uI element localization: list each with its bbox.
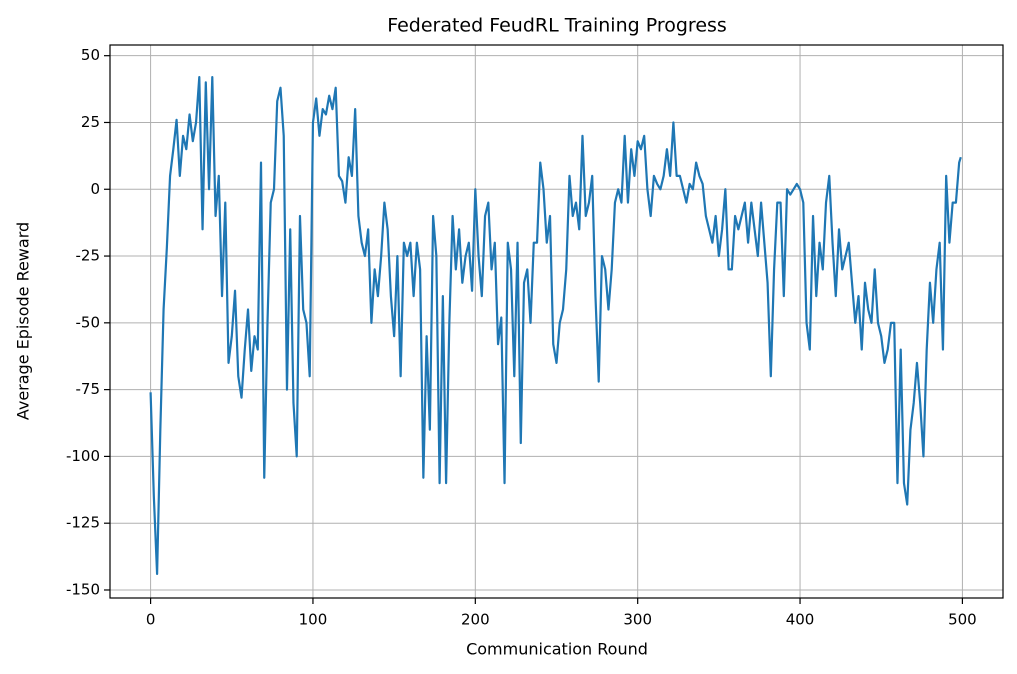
- y-tick-label: -50: [76, 313, 101, 331]
- axes-frame: [109, 44, 1004, 599]
- x-tick-label: 500: [948, 611, 977, 629]
- y-tick-label: -150: [66, 580, 100, 598]
- y-tick-label: 0: [90, 180, 100, 198]
- x-tick-label: 100: [299, 611, 328, 629]
- y-tick-label: -100: [66, 447, 100, 465]
- y-tick-label: -125: [66, 514, 100, 532]
- y-axis-label: Average Episode Reward: [14, 222, 33, 420]
- x-tick-label: 400: [786, 611, 815, 629]
- x-tick-label: 200: [461, 611, 490, 629]
- x-axis-label: Communication Round: [466, 640, 648, 659]
- ticks: 0 100 200 300 400 500 -150 -125 -100 -75 -50 -25 0 25…: [66, 46, 977, 628]
- y-tick-label: -25: [76, 247, 101, 265]
- x-tick-label: 300: [623, 611, 652, 629]
- grid: [110, 45, 1003, 598]
- chart-title: Federated FeudRL Training Progress: [387, 15, 727, 37]
- data-line: [149, 75, 962, 576]
- y-tick-label: 50: [81, 46, 100, 64]
- x-tick-label: 0: [146, 611, 156, 629]
- plot-area: [149, 75, 962, 576]
- y-tick-label: -75: [76, 380, 101, 398]
- y-tick-label: 25: [81, 113, 100, 131]
